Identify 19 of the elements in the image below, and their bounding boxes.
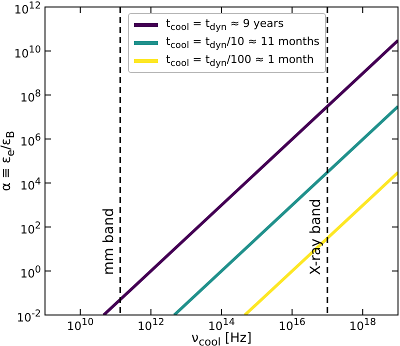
x-tick-label: 10$^{14}$ [208,316,235,333]
ref-line-label: X-ray band [308,198,324,275]
y-tick-label: 10$^{-2}$ [16,307,41,324]
y-tick-label: 10$^{12}$ [14,0,41,16]
legend-label: t$_{cool}$ = t$_{dyn}$/10 ≈ 11 months [166,34,320,52]
ref-line-label: mm band [100,208,117,275]
x-tick-label: 10$^{12}$ [137,316,164,333]
legend-label: t$_{cool}$ = t$_{dyn}$/100 ≈ 1 month [166,52,314,70]
legend-label: t$_{cool}$ = t$_{dyn}$ ≈ 9 years [166,16,284,34]
x-tick-label: 10$^{10}$ [66,316,94,333]
x-tick-label: 10$^{16}$ [278,316,306,333]
y-tick-label: 10$^{4}$ [20,175,41,192]
x-tick-label: 10$^{18}$ [349,316,376,333]
x-axis-title: ν$_{cool}$ [Hz] [190,331,253,346]
y-tick-label: 10$^{0}$ [20,263,41,280]
y-tick-label: 10$^{8}$ [20,87,41,104]
y-tick-label: 10$^{6}$ [20,131,41,148]
y-tick-label: 10$^{10}$ [14,43,41,60]
y-tick-label: 10$^{2}$ [20,219,41,236]
